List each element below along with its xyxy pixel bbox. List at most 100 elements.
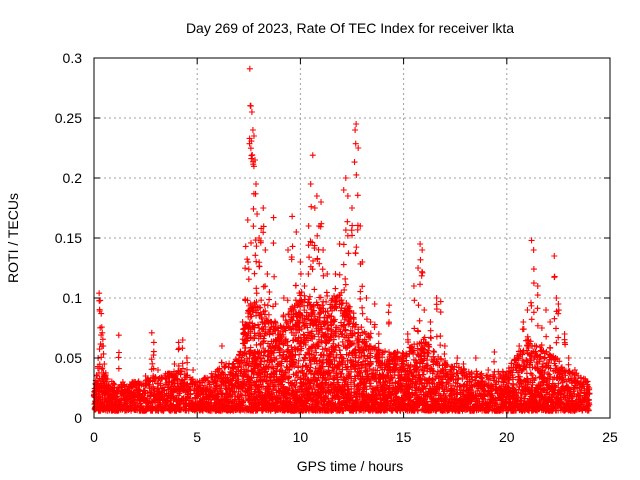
data-point xyxy=(178,368,185,375)
data-point xyxy=(255,321,262,328)
data-point xyxy=(244,335,251,342)
data-point xyxy=(237,391,244,398)
chart-title: Day 269 of 2023, Rate Of TEC Index for r… xyxy=(186,20,514,36)
data-point xyxy=(258,358,265,365)
data-point xyxy=(240,398,247,405)
data-point xyxy=(311,313,318,320)
data-point xyxy=(187,391,194,398)
data-point xyxy=(242,345,249,352)
data-point xyxy=(110,380,117,387)
data-point xyxy=(225,364,232,371)
data-point xyxy=(431,349,438,356)
grid xyxy=(94,58,610,418)
data-point xyxy=(261,337,268,344)
data-point xyxy=(310,307,317,314)
data-point xyxy=(146,381,153,388)
data-point xyxy=(305,346,312,353)
data-point xyxy=(307,360,314,367)
data-point xyxy=(260,352,267,359)
data-point xyxy=(320,358,327,365)
data-point xyxy=(133,401,140,408)
data-point xyxy=(279,367,286,374)
data-point xyxy=(264,371,271,378)
data-point xyxy=(320,352,327,359)
data-point xyxy=(321,351,328,358)
data-point xyxy=(286,373,293,380)
data-point xyxy=(262,368,269,375)
data-point xyxy=(303,371,310,378)
data-point xyxy=(320,374,327,381)
data-point xyxy=(305,329,312,336)
data-point xyxy=(294,346,301,353)
data-point xyxy=(265,347,272,354)
data-point xyxy=(104,376,111,383)
data-point xyxy=(294,302,301,309)
data-point xyxy=(300,331,307,338)
data-point xyxy=(315,331,322,338)
data-point xyxy=(319,302,326,309)
data-point xyxy=(429,376,436,383)
data-point xyxy=(320,305,327,312)
data-point xyxy=(260,345,267,352)
data-point xyxy=(430,348,437,355)
data-point xyxy=(285,346,292,353)
data-point xyxy=(272,383,279,390)
data-point xyxy=(230,360,237,367)
data-point xyxy=(324,319,331,326)
data-point xyxy=(256,324,263,331)
data-point xyxy=(247,344,254,351)
data-point xyxy=(293,329,300,336)
data-point xyxy=(288,344,295,351)
data-point xyxy=(313,349,320,356)
data-point xyxy=(282,370,289,377)
data-point xyxy=(165,392,172,399)
data-point xyxy=(319,346,326,353)
data-point xyxy=(262,348,269,355)
data-point xyxy=(208,399,215,406)
data-point xyxy=(292,384,299,391)
data-point xyxy=(302,341,309,348)
data-point xyxy=(323,395,330,402)
data-point xyxy=(314,301,321,308)
data-point xyxy=(150,383,157,390)
data-point xyxy=(290,306,297,313)
data-point xyxy=(336,347,343,354)
data-point xyxy=(251,324,258,331)
data-point xyxy=(246,355,253,362)
data-point xyxy=(280,331,287,338)
data-point xyxy=(261,321,268,328)
data-point xyxy=(276,394,283,401)
data-point xyxy=(216,365,223,372)
data-point xyxy=(204,374,211,381)
data-point xyxy=(322,339,329,346)
data-point xyxy=(295,357,302,364)
data-point xyxy=(315,343,322,350)
data-point xyxy=(303,362,310,369)
data-point xyxy=(257,361,264,368)
data-point xyxy=(311,333,318,340)
data-point xyxy=(308,311,315,318)
data-point xyxy=(256,388,263,395)
data-point xyxy=(257,341,264,348)
data-point xyxy=(302,355,309,362)
data-point xyxy=(312,354,319,361)
data-point xyxy=(297,303,304,310)
data-point xyxy=(280,349,287,356)
data-point xyxy=(164,398,171,405)
data-point xyxy=(221,364,228,371)
data-point xyxy=(292,297,299,304)
data-point xyxy=(298,345,305,352)
data-point xyxy=(314,377,321,384)
data-point xyxy=(257,304,264,311)
data-point xyxy=(290,388,297,395)
data-point xyxy=(323,379,330,386)
data-point xyxy=(245,367,252,374)
data-point xyxy=(284,342,291,349)
data-point xyxy=(420,371,427,378)
data-point xyxy=(261,358,268,365)
data-point xyxy=(296,351,303,358)
data-point xyxy=(177,371,184,378)
data-point xyxy=(238,394,245,401)
data-point xyxy=(248,374,255,381)
data-point xyxy=(278,355,285,362)
